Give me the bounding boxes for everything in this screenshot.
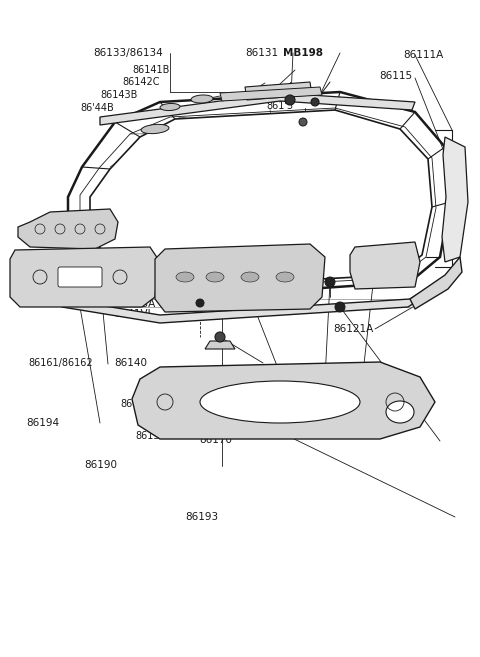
Circle shape bbox=[311, 98, 319, 106]
Polygon shape bbox=[90, 110, 432, 287]
Ellipse shape bbox=[206, 272, 224, 282]
Polygon shape bbox=[220, 87, 322, 101]
Ellipse shape bbox=[160, 103, 180, 110]
Text: 86131: 86131 bbox=[245, 47, 278, 58]
Circle shape bbox=[299, 118, 307, 126]
Text: 86193: 86193 bbox=[185, 512, 218, 522]
Circle shape bbox=[215, 332, 225, 342]
Ellipse shape bbox=[176, 272, 194, 282]
Text: 86'44B: 86'44B bbox=[81, 102, 114, 113]
Text: 86133/86134: 86133/86134 bbox=[94, 47, 163, 58]
Polygon shape bbox=[62, 277, 445, 323]
Text: 86141B: 86141B bbox=[132, 65, 169, 76]
Ellipse shape bbox=[191, 95, 213, 103]
Text: 86140: 86140 bbox=[114, 357, 147, 368]
Polygon shape bbox=[410, 257, 462, 309]
Polygon shape bbox=[245, 82, 312, 100]
Circle shape bbox=[325, 277, 335, 287]
Text: 1241VJ: 1241VJ bbox=[115, 309, 152, 319]
Text: 86170: 86170 bbox=[199, 435, 232, 445]
Polygon shape bbox=[442, 137, 468, 262]
Text: 86142C: 86142C bbox=[122, 77, 160, 87]
Text: 86190: 86190 bbox=[84, 460, 117, 470]
Ellipse shape bbox=[386, 401, 414, 423]
Text: 861'5: 861'5 bbox=[266, 101, 294, 112]
Text: 86156: 86156 bbox=[136, 431, 167, 442]
Ellipse shape bbox=[241, 272, 259, 282]
Polygon shape bbox=[10, 247, 158, 307]
Polygon shape bbox=[350, 242, 420, 289]
Polygon shape bbox=[18, 209, 118, 249]
FancyBboxPatch shape bbox=[58, 267, 102, 287]
Text: 86121A: 86121A bbox=[334, 323, 374, 334]
Text: 86111A: 86111A bbox=[403, 49, 444, 60]
Text: 86115: 86115 bbox=[379, 71, 412, 81]
Ellipse shape bbox=[200, 381, 360, 423]
Polygon shape bbox=[205, 341, 235, 349]
Text: 86143B: 86143B bbox=[101, 90, 138, 101]
Circle shape bbox=[335, 302, 345, 312]
Polygon shape bbox=[68, 92, 450, 299]
Ellipse shape bbox=[141, 124, 169, 133]
Circle shape bbox=[196, 299, 204, 307]
Text: 86194: 86194 bbox=[26, 418, 60, 428]
Circle shape bbox=[285, 95, 295, 105]
Text: 86150A: 86150A bbox=[283, 394, 324, 404]
Polygon shape bbox=[155, 244, 325, 312]
Text: 86161/86162: 86161/86162 bbox=[120, 399, 185, 409]
Polygon shape bbox=[100, 93, 415, 125]
Polygon shape bbox=[132, 362, 435, 439]
Text: 86155A: 86155A bbox=[115, 298, 156, 309]
Ellipse shape bbox=[276, 272, 294, 282]
Text: MB198: MB198 bbox=[283, 47, 323, 58]
Text: 86161/86162: 86161/86162 bbox=[29, 358, 94, 369]
